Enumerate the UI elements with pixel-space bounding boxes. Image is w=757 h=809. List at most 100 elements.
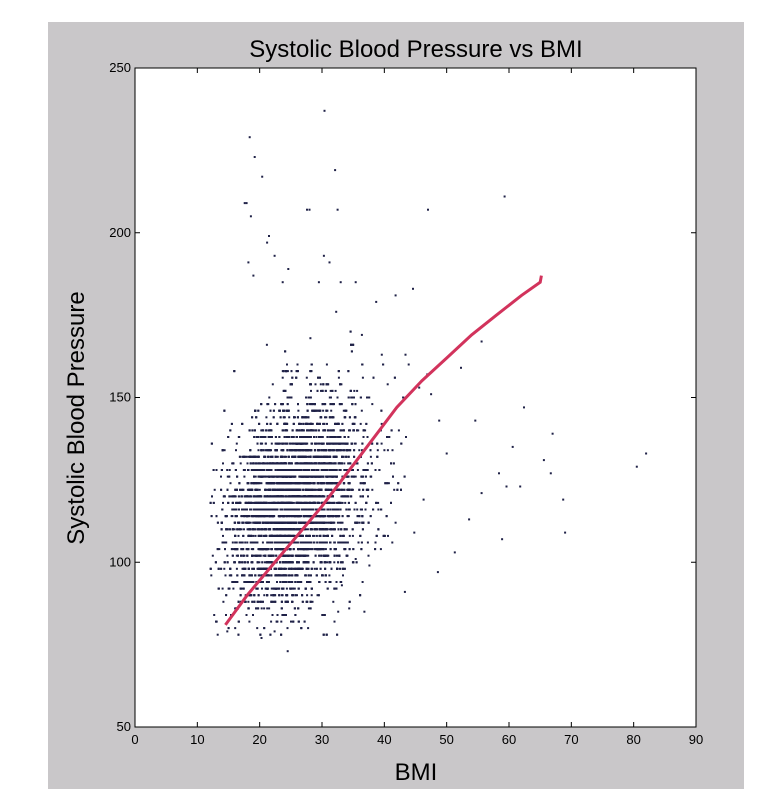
data-point (305, 554, 308, 557)
data-point (271, 541, 274, 544)
data-point (245, 614, 248, 616)
data-point (341, 422, 344, 425)
data-point (254, 541, 257, 544)
data-point (269, 409, 272, 412)
data-point (337, 561, 340, 564)
data-point (272, 409, 275, 412)
data-point (266, 422, 269, 425)
data-point (326, 469, 329, 471)
data-point (270, 442, 273, 445)
data-point (352, 422, 355, 425)
data-point (359, 422, 362, 425)
data-point (314, 383, 317, 386)
data-point (319, 436, 322, 438)
data-point (277, 528, 280, 531)
data-point (231, 541, 234, 544)
data-point (235, 449, 237, 452)
data-point (358, 449, 361, 452)
data-point (264, 436, 266, 438)
data-point (359, 482, 362, 485)
data-point (292, 501, 295, 504)
data-point (314, 521, 317, 524)
data-point (325, 363, 328, 366)
data-point (300, 515, 302, 518)
data-point (265, 475, 268, 478)
data-point (252, 581, 255, 583)
data-point (335, 501, 338, 504)
data-point (367, 495, 369, 498)
data-point (313, 567, 316, 570)
data-point (260, 607, 263, 610)
data-point (216, 633, 219, 636)
data-point (231, 462, 234, 465)
data-point (329, 449, 332, 452)
data-point (218, 548, 221, 551)
data-point (361, 449, 363, 452)
data-point (326, 521, 329, 524)
data-point (286, 627, 289, 630)
data-point (293, 587, 296, 590)
data-point (348, 416, 351, 419)
data-point (262, 554, 265, 557)
data-point (367, 554, 370, 557)
data-point (324, 581, 327, 583)
data-point (243, 581, 246, 583)
data-point (308, 548, 311, 551)
data-point (226, 554, 229, 557)
data-point (334, 436, 337, 438)
data-point (350, 396, 353, 399)
data-point (288, 574, 290, 577)
data-point (340, 521, 343, 524)
data-point (361, 482, 364, 485)
data-point (279, 469, 282, 471)
data-point (292, 482, 295, 485)
data-point (255, 495, 258, 498)
data-point (319, 567, 322, 570)
data-point (239, 541, 242, 544)
data-point (221, 587, 224, 590)
data-point (254, 534, 257, 537)
data-point (246, 508, 248, 511)
data-point (343, 436, 346, 438)
data-point (356, 469, 359, 471)
data-point (296, 363, 299, 366)
data-point (283, 488, 286, 491)
data-point (210, 574, 213, 577)
data-point (348, 534, 351, 537)
data-point (327, 429, 330, 432)
data-point (286, 370, 289, 373)
data-point (225, 541, 228, 544)
data-point (339, 581, 342, 583)
data-point (309, 370, 312, 373)
data-point (247, 581, 250, 583)
data-point (351, 534, 354, 537)
data-points (209, 109, 648, 653)
data-point (342, 488, 345, 491)
data-point (315, 534, 318, 537)
data-point (222, 462, 224, 465)
data-point (258, 462, 261, 465)
data-point (241, 567, 244, 570)
data-point (336, 521, 339, 524)
data-point (270, 501, 273, 504)
data-point (314, 488, 317, 491)
data-point (284, 567, 286, 570)
data-point (257, 449, 260, 452)
data-point (351, 488, 354, 491)
data-point (380, 409, 383, 412)
data-point (297, 455, 300, 458)
data-point (270, 594, 273, 597)
data-point (306, 600, 309, 603)
data-point (266, 475, 269, 478)
data-point (243, 475, 246, 478)
data-point (290, 442, 293, 445)
data-point (331, 449, 334, 452)
data-point (326, 587, 329, 590)
data-point (268, 607, 271, 610)
data-point (267, 429, 270, 432)
data-point (270, 508, 273, 511)
data-point (235, 442, 238, 445)
data-point (307, 508, 310, 511)
data-point (267, 548, 270, 551)
data-point (379, 548, 382, 551)
